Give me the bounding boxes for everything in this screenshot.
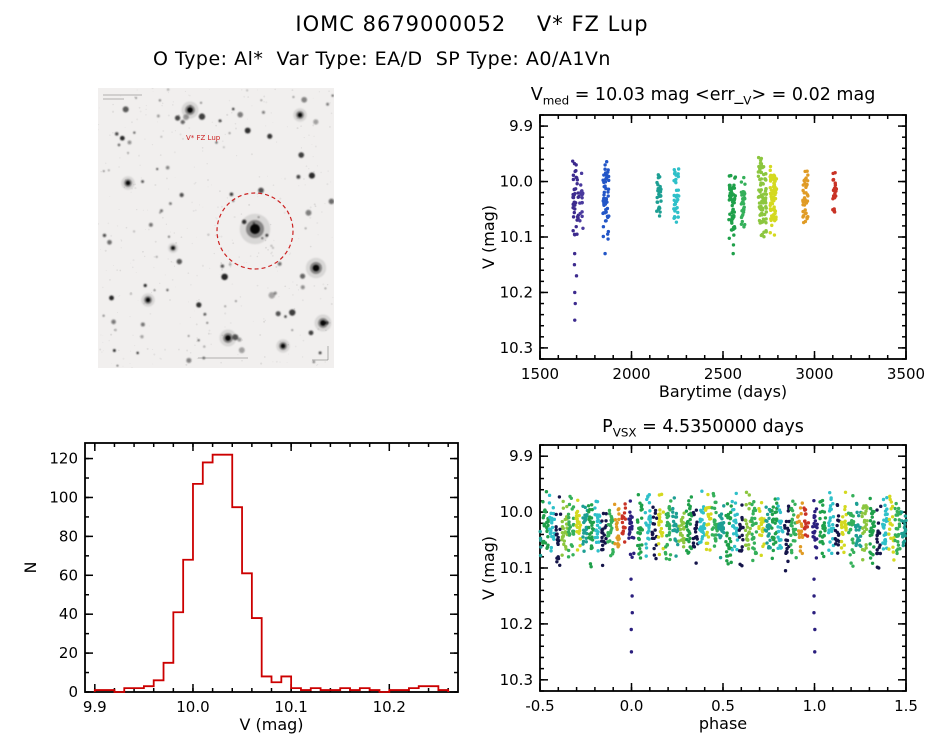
finder-stars: [102, 88, 334, 367]
svg-text:80: 80: [59, 527, 78, 545]
phase-plot: -0.5 0.0 0.5 1.0 1.5 9.9 10.0 10.1 10.2 10.3 phase…: [478, 439, 928, 739]
finder-chart-image: [98, 88, 334, 368]
phase-title-text: P: [602, 417, 613, 437]
svg-text:V (mag): V (mag): [479, 536, 498, 600]
svg-text:V (mag): V (mag): [239, 715, 303, 734]
svg-text:2500: 2500: [704, 365, 742, 383]
lightcurve-title-text: V: [530, 85, 543, 105]
svg-text:2000: 2000: [612, 365, 650, 383]
page-subtitle: O Type: Al* Var Type: EA/D SP Type: A0/A…: [153, 48, 611, 70]
svg-text:N: N: [21, 562, 40, 574]
finder-chart: V* FZ Lup: [98, 88, 334, 368]
svg-text:3500: 3500: [887, 365, 925, 383]
svg-text:10.1: 10.1: [274, 698, 307, 716]
svg-text:phase: phase: [699, 714, 747, 733]
phase-axes: [539, 444, 907, 692]
lightcurve-section: Vmed = 10.03 mag <err_V> = 0.02 mag 1500…: [478, 85, 928, 407]
svg-text:-0.5: -0.5: [525, 697, 554, 715]
phase-svg: -0.5 0.0 0.5 1.0 1.5 9.9 10.0 10.1 10.2 10.3 phase…: [479, 444, 918, 733]
svg-text:10.1: 10.1: [500, 228, 533, 246]
svg-text:1.5: 1.5: [894, 697, 918, 715]
finder-plate-marks: [103, 94, 329, 361]
svg-text:9.9: 9.9: [83, 698, 107, 716]
lightcurve-title: Vmed = 10.03 mag <err_V> = 0.02 mag: [530, 85, 876, 108]
svg-text:120: 120: [49, 450, 78, 468]
svg-text:9.9: 9.9: [509, 447, 533, 465]
phase-section: PVSX = 4.5350000 days -0.5 0.0 0.5 1.0 1.5 9.…: [478, 417, 928, 739]
svg-text:0: 0: [68, 683, 78, 701]
histogram-section: 9.9 10.0 10.1 10.2 0 20 40 60 80 100 120 V (mag) N: [20, 430, 470, 740]
svg-text:10.2: 10.2: [500, 615, 533, 633]
svg-text:100: 100: [49, 488, 78, 506]
svg-text:3000: 3000: [795, 365, 833, 383]
phase-title: PVSX = 4.5350000 days: [602, 417, 804, 440]
svg-text:10.3: 10.3: [500, 671, 533, 689]
svg-text:9.9: 9.9: [509, 117, 533, 135]
svg-text:40: 40: [59, 605, 78, 623]
svg-text:Barytime (days): Barytime (days): [659, 382, 787, 401]
svg-text:20: 20: [59, 644, 78, 662]
svg-text:10.2: 10.2: [373, 698, 406, 716]
phase-title-sub-vsx: VSX: [612, 425, 637, 440]
svg-text:10.0: 10.0: [176, 698, 209, 716]
svg-text:10.0: 10.0: [500, 503, 533, 521]
lightcurve-axes: [539, 114, 907, 360]
phase-points: [538, 489, 908, 654]
page-title: IOMC 8679000052 V* FZ Lup: [295, 12, 649, 36]
finder-target-circle: [216, 192, 294, 270]
svg-text:0.0: 0.0: [620, 697, 644, 715]
svg-text:10.0: 10.0: [500, 173, 533, 191]
lightcurve-title-sub-med: med: [542, 93, 570, 108]
svg-text:10.1: 10.1: [500, 559, 533, 577]
histogram-axes: [84, 442, 459, 693]
svg-text:1.0: 1.0: [803, 697, 827, 715]
svg-text:60: 60: [59, 566, 78, 584]
lightcurve-svg: 1500 2000 2500 3000 3500 9.9 10.0 10.1 10.2 10.3 B…: [479, 114, 925, 401]
lightcurve-plot: 1500 2000 2500 3000 3500 9.9 10.0 10.1 10.2 10.3 B…: [478, 107, 928, 407]
svg-text:10.2: 10.2: [500, 283, 533, 301]
finder-target-label: V* FZ Lup: [186, 134, 221, 142]
histogram-outline: [93, 453, 450, 693]
svg-text:V (mag): V (mag): [479, 205, 498, 269]
svg-text:0.5: 0.5: [711, 697, 735, 715]
svg-text:10.3: 10.3: [500, 339, 533, 357]
svg-text:1500: 1500: [521, 365, 559, 383]
histogram-plot: 9.9 10.0 10.1 10.2 0 20 40 60 80 100 120 V (mag) N: [20, 430, 470, 740]
finder-svg: [98, 88, 334, 368]
histogram-svg: 9.9 10.0 10.1 10.2 0 20 40 60 80 100 120 V (mag) N: [21, 442, 459, 734]
lightcurve-title-sub-v: V: [743, 93, 752, 108]
lightcurve-points: [571, 155, 839, 322]
